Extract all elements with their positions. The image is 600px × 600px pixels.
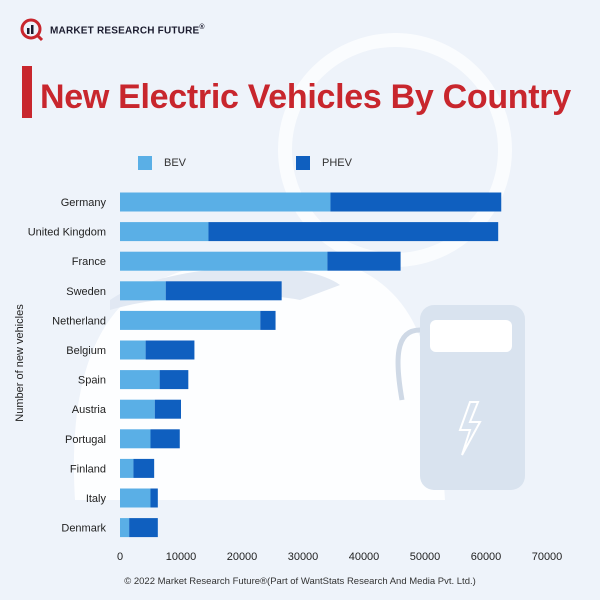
legend-item-phev: PHEV <box>296 156 352 170</box>
footer-copyright: © 2022 Market Research Future®(Part of W… <box>124 576 476 587</box>
bar-bev-sweden <box>120 281 166 301</box>
bar-phev-portugal <box>150 429 180 449</box>
category-label-denmark: Denmark <box>61 523 106 535</box>
bar-bev-belgium <box>120 340 146 360</box>
category-label-united-kingdom: United Kingdom <box>28 227 106 239</box>
brand-name: MARKET RESEARCH FUTURE® <box>50 23 205 37</box>
bar-phev-italy <box>150 488 158 508</box>
legend-label-phev: PHEV <box>322 157 352 169</box>
bar-bev-spain <box>120 370 160 390</box>
bar-bev-germany <box>120 192 331 212</box>
bar-bev-italy <box>120 488 151 508</box>
x-tick-label: 40000 <box>349 551 380 563</box>
brand-logo-icon <box>20 18 44 42</box>
y-axis-label: Number of new vehicles <box>14 304 26 422</box>
title-accent-bar <box>22 66 32 118</box>
lightning-icon <box>458 401 482 456</box>
bar-phev-finland <box>133 458 155 478</box>
category-label-sweden: Sweden <box>66 286 106 298</box>
chart-title: New Electric Vehicles By Country <box>40 78 571 116</box>
category-label-austria: Austria <box>72 404 107 416</box>
charging-cable <box>395 327 421 401</box>
bar-phev-sweden <box>165 281 282 301</box>
bar-phev-france <box>327 251 401 271</box>
x-tick-label: 20000 <box>227 551 258 563</box>
bar-bev-finland <box>120 458 134 478</box>
legend-swatch-phev <box>296 156 310 170</box>
category-label-france: France <box>72 256 106 268</box>
x-tick-label: 10000 <box>166 551 197 563</box>
x-tick-label: 0 <box>117 551 123 563</box>
category-label-italy: Italy <box>86 493 107 505</box>
category-label-portugal: Portugal <box>65 434 106 446</box>
x-tick-label: 60000 <box>471 551 502 563</box>
bar-phev-austria <box>154 399 181 419</box>
bar-phev-spain <box>159 370 189 390</box>
bar-phev-united-kingdom <box>208 222 499 242</box>
bar-phev-netherland <box>260 310 276 330</box>
bar-phev-germany <box>330 192 502 212</box>
bar-bev-united-kingdom <box>120 222 209 242</box>
bar-phev-denmark <box>129 518 158 538</box>
bar-bev-portugal <box>120 429 151 449</box>
category-label-spain: Spain <box>78 375 106 387</box>
category-label-finland: Finland <box>70 463 106 475</box>
bar-phev-belgium <box>145 340 195 360</box>
bar-bev-austria <box>120 399 155 419</box>
bar-bev-france <box>120 251 328 271</box>
charging-station-screen <box>430 320 512 352</box>
x-tick-label: 30000 <box>288 551 319 563</box>
brand-reg-mark: ® <box>199 23 205 31</box>
x-tick-label: 50000 <box>410 551 441 563</box>
legend-swatch-bev <box>138 156 152 170</box>
bar-bev-netherland <box>120 310 261 330</box>
category-label-netherland: Netherland <box>52 315 106 327</box>
bar-bev-denmark <box>120 518 130 538</box>
category-label-belgium: Belgium <box>66 345 106 357</box>
legend-item-bev: BEV <box>138 156 186 170</box>
legend-label-bev: BEV <box>164 157 187 169</box>
x-tick-label: 70000 <box>532 551 563 563</box>
category-label-germany: Germany <box>61 197 107 209</box>
brand-logo: MARKET RESEARCH FUTURE® <box>20 18 205 42</box>
